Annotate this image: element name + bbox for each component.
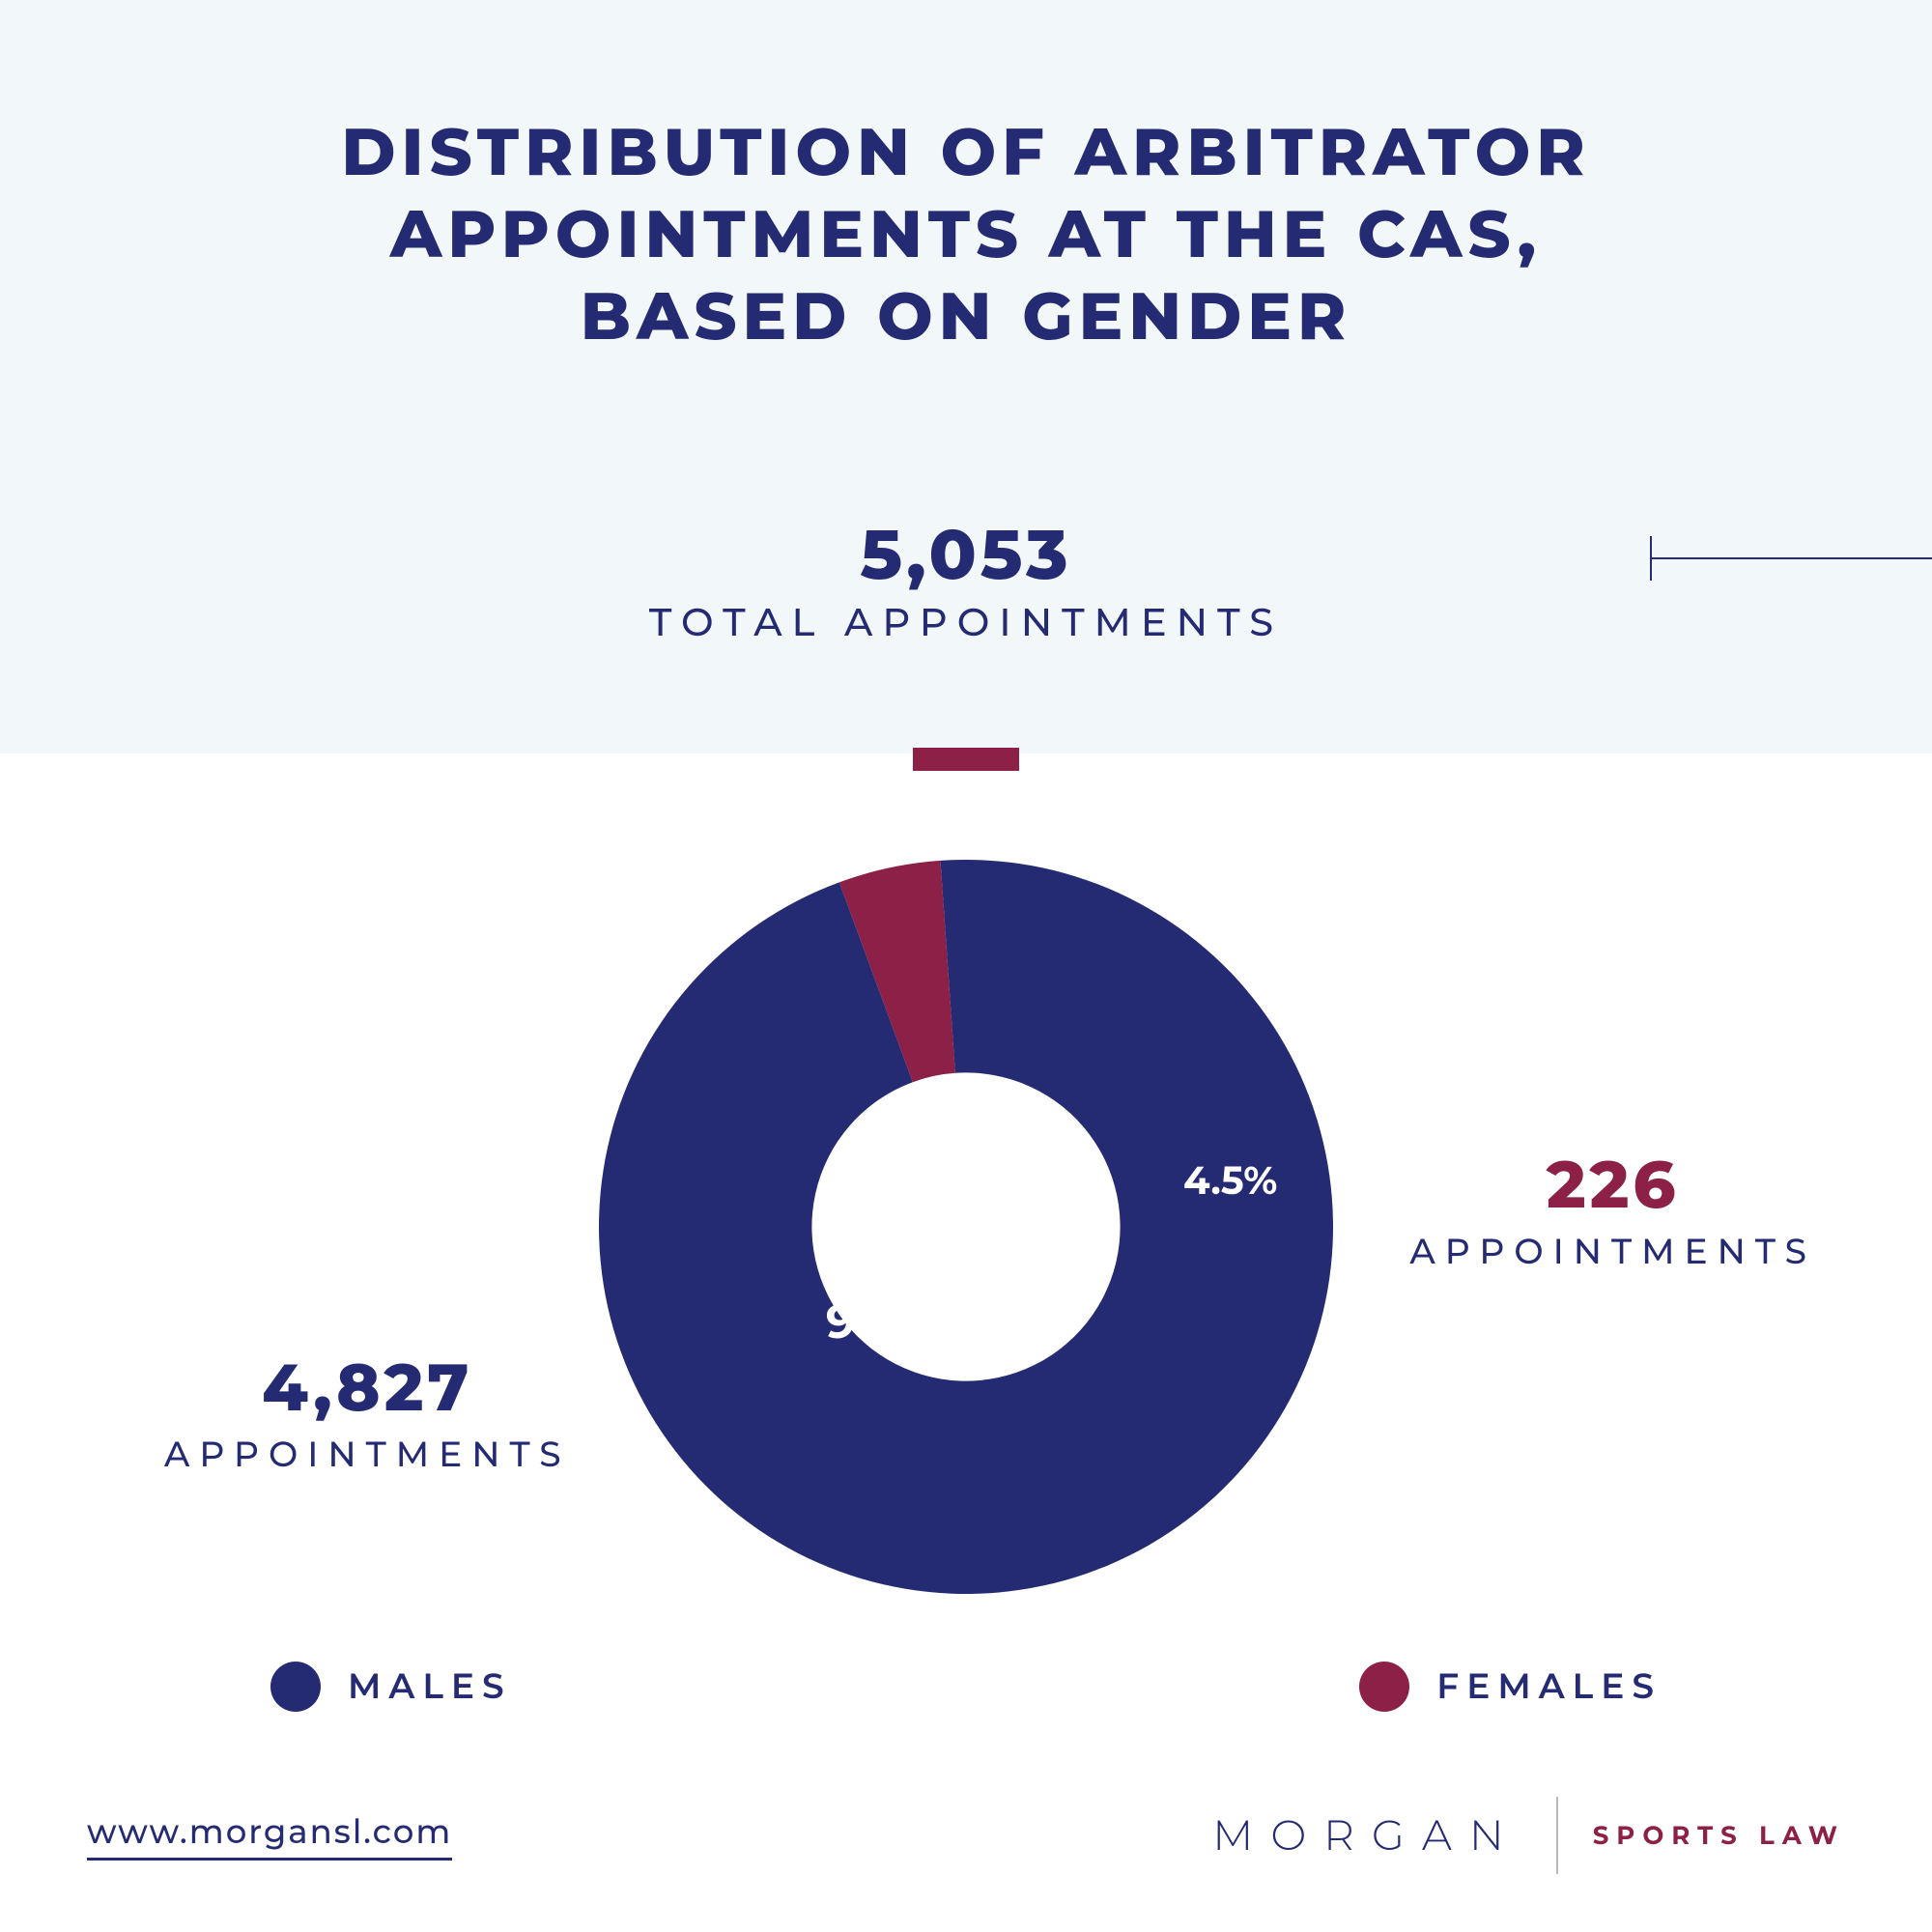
total-label: TOTAL APPOINTMENTS bbox=[0, 599, 1932, 646]
footer: www.morgansl.com MORGAN SPORTS LAW bbox=[0, 1797, 1932, 1874]
footer-brand: MORGAN SPORTS LAW bbox=[1212, 1797, 1845, 1874]
female-percent-label: 4.5% bbox=[1183, 1157, 1277, 1205]
male-percent-label: 95.5% bbox=[826, 1294, 963, 1350]
brand-tag: SPORTS LAW bbox=[1593, 1820, 1845, 1851]
brand-divider bbox=[1556, 1797, 1558, 1874]
title-line-2: APPOINTMENTS AT THE CAS, bbox=[0, 193, 1932, 275]
female-callout: 226 APPOINTMENTS bbox=[1409, 1145, 1816, 1273]
male-callout: 4,827 APPOINTMENTS bbox=[164, 1348, 571, 1476]
legend-dot-males bbox=[270, 1662, 321, 1712]
donut-slice bbox=[599, 860, 1333, 1594]
title-line-1: DISTRIBUTION OF ARBITRATOR bbox=[0, 111, 1932, 193]
title-line-3: BASED ON GENDER bbox=[0, 275, 1932, 357]
donut-svg bbox=[599, 860, 1333, 1594]
legend-item-males: MALES bbox=[270, 1662, 512, 1712]
legend-item-females: FEMALES bbox=[1359, 1662, 1662, 1712]
male-count: 4,827 bbox=[164, 1348, 571, 1428]
decor-line-vertical bbox=[1650, 536, 1652, 581]
donut-chart bbox=[599, 860, 1333, 1594]
legend-label-males: MALES bbox=[348, 1665, 512, 1708]
legend: MALES FEMALES bbox=[0, 1662, 1932, 1712]
chart-title: DISTRIBUTION OF ARBITRATOR APPOINTMENTS … bbox=[0, 111, 1932, 357]
male-count-label: APPOINTMENTS bbox=[164, 1434, 571, 1476]
decor-line-horizontal bbox=[1652, 557, 1932, 559]
brand-name: MORGAN bbox=[1212, 1809, 1520, 1861]
legend-label-females: FEMALES bbox=[1436, 1665, 1662, 1708]
female-count-label: APPOINTMENTS bbox=[1409, 1231, 1816, 1273]
legend-dot-females bbox=[1359, 1662, 1409, 1712]
footer-url: www.morgansl.com bbox=[87, 1811, 452, 1861]
female-count: 226 bbox=[1409, 1145, 1816, 1225]
accent-bar bbox=[913, 748, 1019, 771]
total-value: 5,053 bbox=[0, 512, 1932, 597]
